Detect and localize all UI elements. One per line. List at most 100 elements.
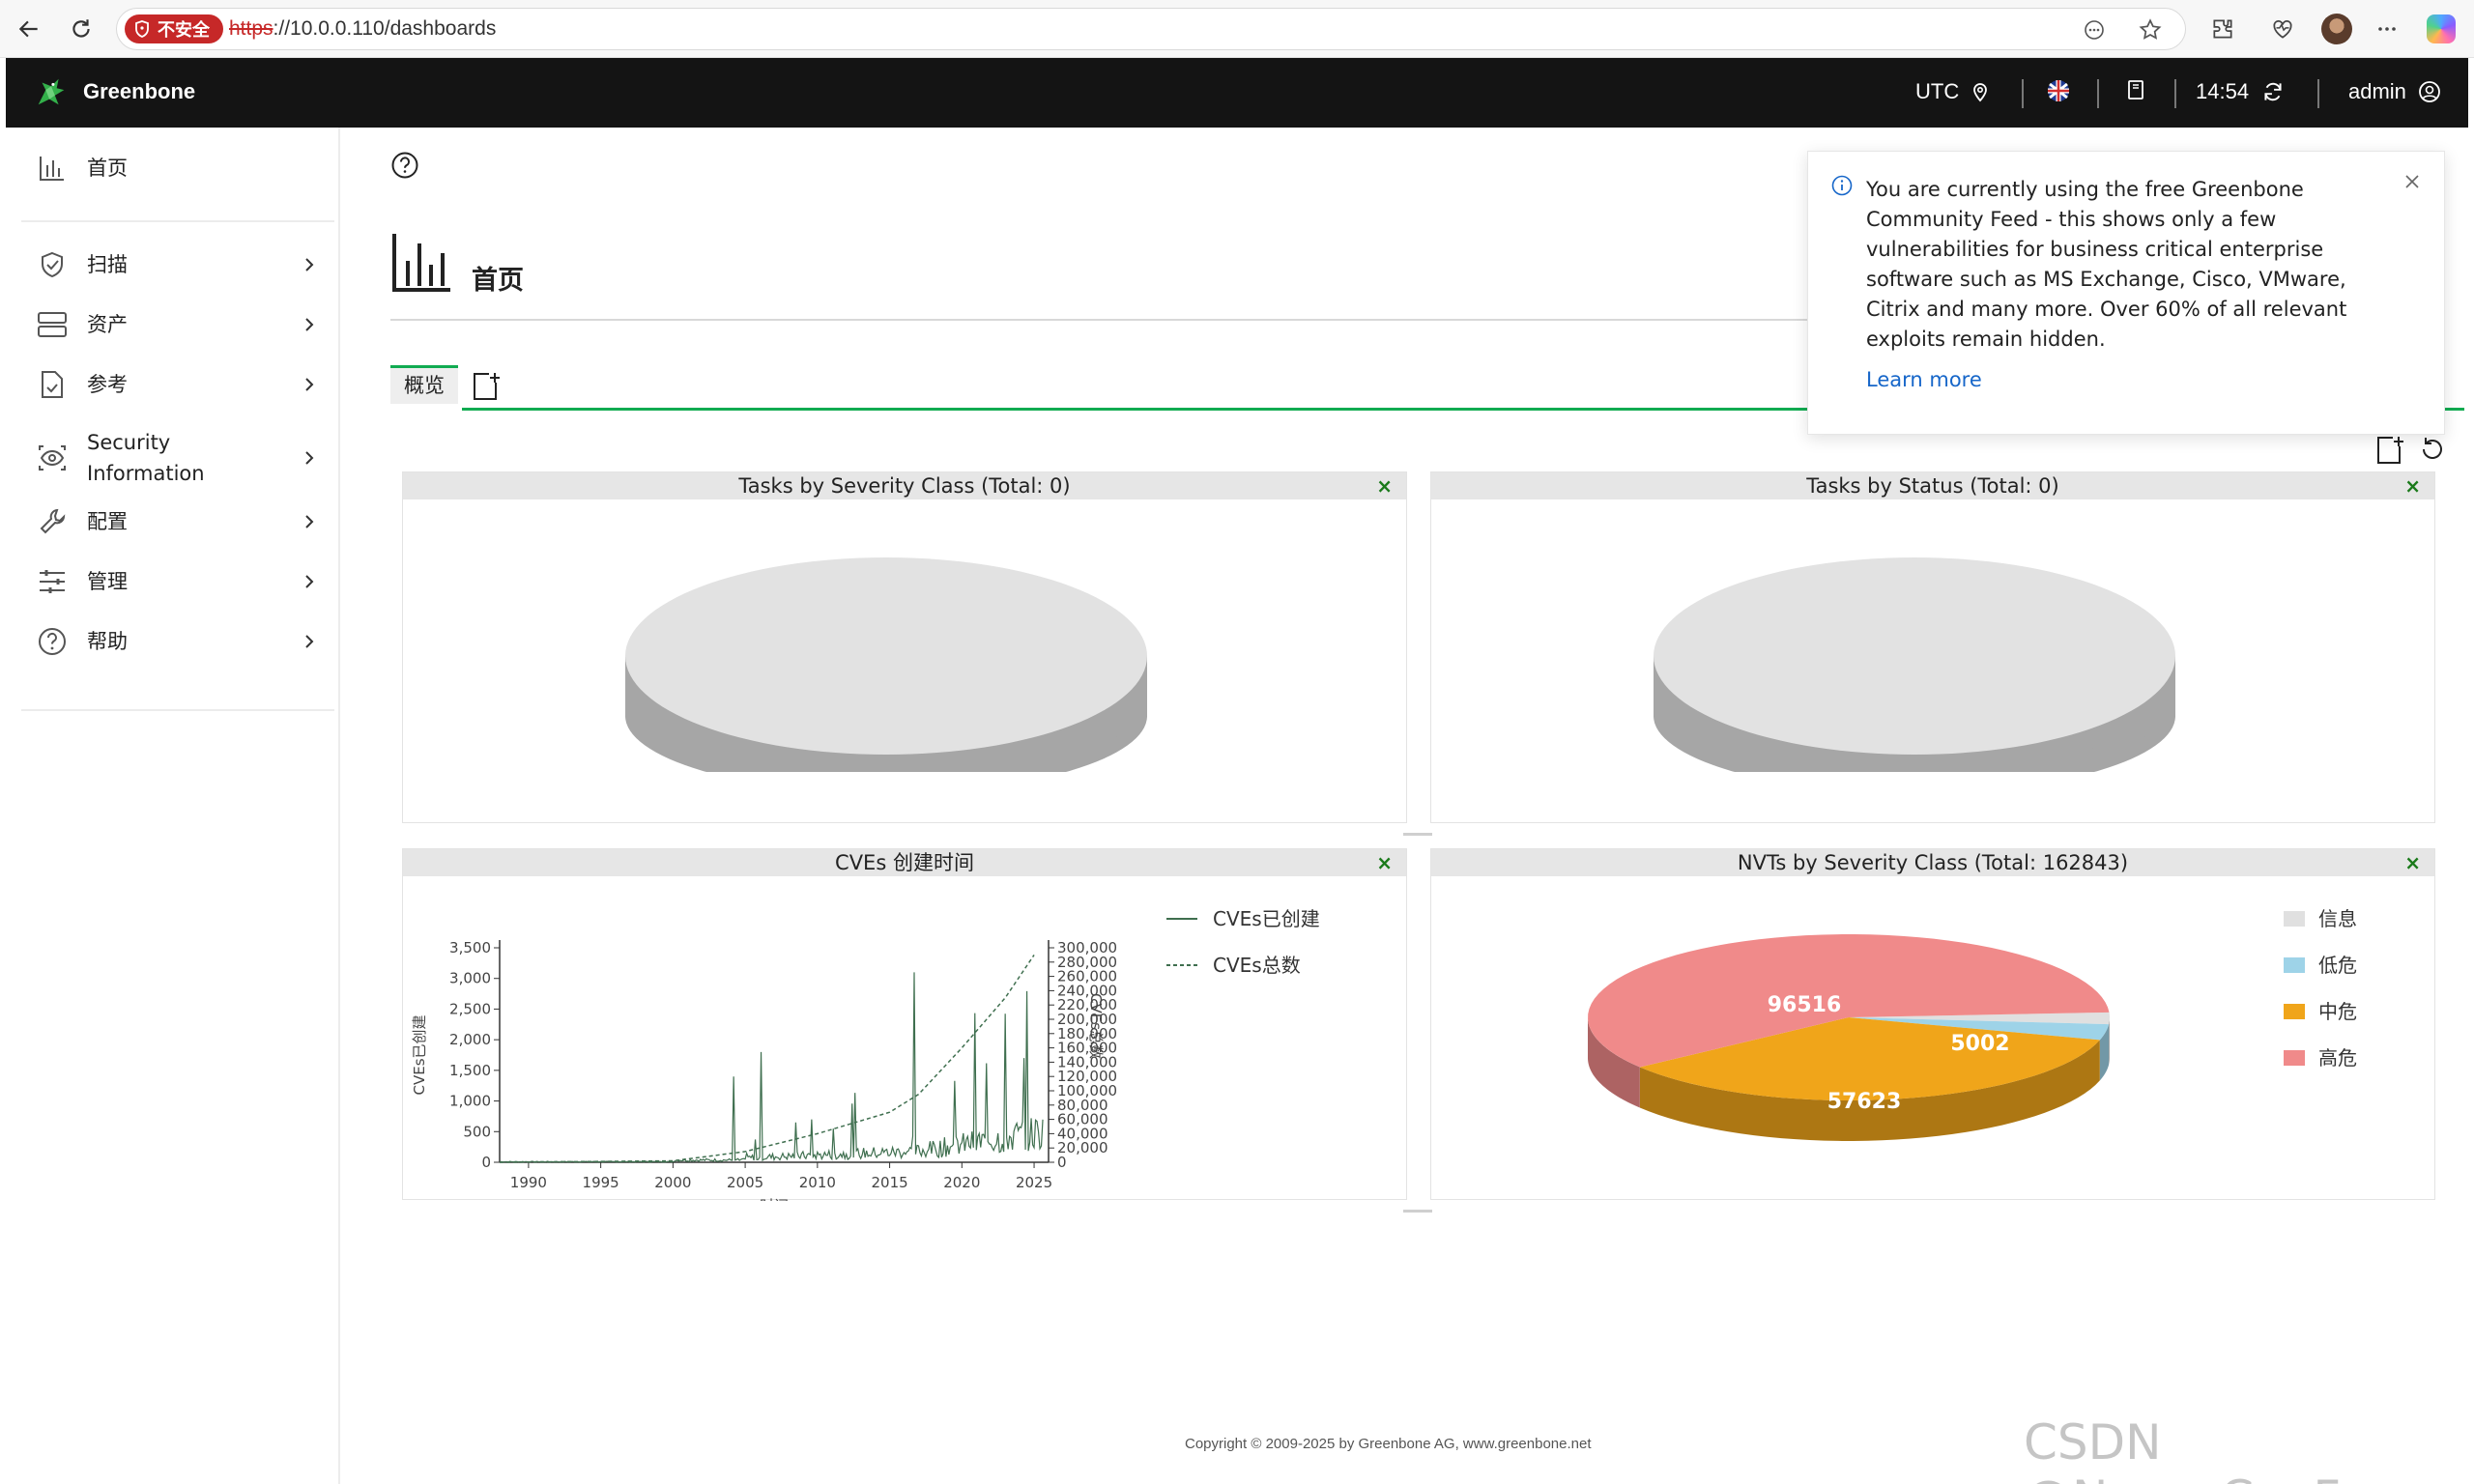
y2-tick-label: 40,000	[1057, 1125, 1108, 1142]
pie-slice-中危	[1639, 1017, 2100, 1100]
greenbone-dragon-icon	[38, 78, 65, 105]
app-header: Greenbone UTC 14:54 admin	[6, 58, 2468, 128]
close-icon[interactable]: ×	[1376, 474, 1393, 498]
session-time-label: 14:54	[2196, 79, 2250, 103]
row-resize-handle[interactable]	[1403, 1210, 1432, 1213]
close-icon[interactable]	[2403, 173, 2421, 195]
reload-button[interactable]	[64, 12, 99, 46]
sidebar-item-label: 扫描	[87, 253, 128, 276]
legend-swatch	[2284, 957, 2305, 973]
more-menu-icon[interactable]	[2370, 12, 2404, 46]
close-icon[interactable]: ×	[2404, 474, 2421, 498]
chevron-right-icon	[298, 313, 321, 336]
copilot-icon[interactable]	[2424, 12, 2459, 46]
session-time[interactable]: 14:54	[2196, 79, 2286, 104]
sidebar-item-administration[interactable]: 管理	[35, 564, 321, 599]
cve-line-chart: 05001,0001,5002,0002,5003,0003,500020,00…	[411, 907, 1320, 1201]
y2-tick-label: 0	[1057, 1154, 1067, 1171]
greenbone-logo[interactable]: Greenbone	[33, 73, 195, 110]
legend-swatch	[2284, 1050, 2305, 1066]
add-widget-icon[interactable]	[2375, 435, 2404, 471]
user-circle-icon	[2419, 81, 2440, 102]
wrench-icon	[35, 504, 70, 539]
panel-title[interactable]: CVEs 创建时间 ×	[403, 849, 1406, 876]
page-help-icon[interactable]	[390, 151, 419, 185]
reset-dashboard-icon[interactable]	[2418, 435, 2447, 469]
pie-side-低危	[2099, 1024, 2110, 1081]
bar-chart-icon	[35, 151, 70, 186]
favorite-star-icon[interactable]	[2135, 14, 2166, 45]
community-feed-notice: You are currently using the free Greenbo…	[1807, 151, 2445, 435]
profile-avatar[interactable]	[2319, 12, 2354, 46]
timezone-label: UTC	[1915, 79, 1960, 103]
y2-tick-label: 60,000	[1057, 1111, 1108, 1128]
panel-title-text: Tasks by Severity Class (Total: 0)	[738, 474, 1071, 498]
pie-slice-信息	[1849, 1012, 2110, 1025]
panel-tasks-by-severity: Tasks by Severity Class (Total: 0) ×	[402, 471, 1407, 823]
insecure-badge[interactable]: 不安全	[125, 14, 223, 43]
reading-mode-icon[interactable]	[2079, 14, 2110, 45]
panel-title[interactable]: Tasks by Severity Class (Total: 0) ×	[403, 472, 1406, 499]
extensions-icon[interactable]	[2205, 12, 2240, 46]
panel-title[interactable]: NVTs by Severity Class (Total: 162843) ×	[1431, 849, 2434, 876]
x-tick-label: 2025	[1016, 1174, 1052, 1191]
url-text: https://10.0.0.110/dashboards	[229, 17, 496, 41]
y-tick-label: 0	[481, 1154, 491, 1171]
sidebar-item-security-information[interactable]: Security Information	[35, 427, 321, 489]
panel-title[interactable]: Tasks by Status (Total: 0) ×	[1431, 472, 2434, 499]
series-cves-created	[499, 972, 1044, 1163]
sidebar-item-resilience[interactable]: 参考	[35, 367, 321, 402]
username: admin	[2348, 79, 2406, 103]
shield-icon	[35, 247, 70, 282]
sidebar-item-home[interactable]: 首页	[35, 151, 321, 186]
tab-overview[interactable]: 概览	[390, 365, 458, 404]
sidebar-item-scans[interactable]: 扫描	[35, 247, 321, 282]
row-resize-handle[interactable]	[1403, 833, 1432, 836]
pie-slice-label: 5002	[1950, 1032, 2009, 1056]
refresh-session-icon	[2264, 82, 2282, 101]
pie-side-高危	[1588, 1017, 1640, 1108]
panel-title-text: Tasks by Status (Total: 0)	[1806, 474, 2059, 498]
sliders-icon	[35, 564, 70, 599]
browser-toolbar: 不安全 https://10.0.0.110/dashboards	[0, 0, 2474, 58]
panel-nvts-by-severity: NVTs by Severity Class (Total: 162843) × …	[1430, 848, 2435, 1200]
address-bar[interactable]: 不安全 https://10.0.0.110/dashboards	[116, 8, 2186, 50]
sidebar-item-label: 参考	[87, 373, 128, 396]
legend-label: 中危	[2318, 1000, 2357, 1023]
server-icon	[35, 307, 70, 342]
sidebar-item-label: 资产	[87, 313, 128, 336]
sidebar-item-assets[interactable]: 资产	[35, 307, 321, 342]
y-tick-label: 3,500	[449, 939, 491, 956]
close-icon[interactable]: ×	[1376, 851, 1393, 874]
chevron-right-icon	[298, 446, 321, 470]
browser-essentials-icon[interactable]	[2265, 12, 2300, 46]
learn-more-link[interactable]: Learn more	[1866, 368, 1982, 391]
notice-message: You are currently using the free Greenbo…	[1866, 178, 2347, 351]
sidebar-label-line2: Information	[87, 462, 205, 485]
book-icon	[2128, 80, 2143, 100]
sidebar-item-help[interactable]: 帮助	[35, 624, 321, 659]
manual-link[interactable]	[2126, 79, 2145, 100]
sidebar-item-configuration[interactable]: 配置	[35, 504, 321, 539]
y-tick-label: 1,500	[449, 1062, 491, 1079]
back-button[interactable]	[12, 12, 46, 46]
y-tick-label: 3,000	[449, 970, 491, 987]
language-switch[interactable]	[2047, 79, 2070, 102]
panel-cves-created: CVEs 创建时间 × 0 500 1,000 1,500 2,000 2,500 3,000…	[402, 848, 1407, 1201]
sidebar-item-label: 首页	[87, 157, 128, 180]
close-icon[interactable]: ×	[2404, 851, 2421, 874]
user-menu[interactable]: admin	[2348, 79, 2441, 104]
pie-slice-label: 96516	[1768, 993, 1842, 1017]
location-pin-icon	[1973, 83, 1988, 102]
y2-tick-label: 80,000	[1057, 1097, 1108, 1114]
y2-tick-label: 280,000	[1057, 954, 1117, 971]
add-dashboard-icon[interactable]	[472, 371, 501, 407]
y2-tick-label: 140,000	[1057, 1053, 1117, 1070]
url-scheme: https	[229, 17, 273, 40]
legend-swatch	[2284, 911, 2305, 927]
header-divider	[2317, 79, 2319, 108]
sidebar-label-line1: Security	[87, 431, 171, 454]
y2-tick-label: 100,000	[1057, 1082, 1117, 1099]
y2-tick-label: 120,000	[1057, 1068, 1117, 1085]
